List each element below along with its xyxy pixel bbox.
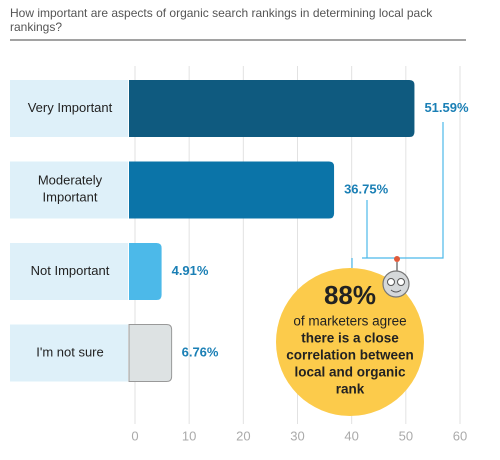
bar bbox=[128, 324, 173, 382]
category-label: Not Important bbox=[31, 263, 110, 278]
callout-text: there is a close bbox=[301, 331, 399, 346]
x-tick-label: 30 bbox=[290, 428, 304, 443]
callout-circle bbox=[276, 268, 424, 416]
category-label: I'm not sure bbox=[36, 344, 104, 359]
category-label: Very Important bbox=[28, 100, 113, 115]
category-box bbox=[10, 80, 128, 137]
x-tick-label: 0 bbox=[131, 428, 138, 443]
category-box bbox=[10, 161, 128, 219]
value-label: 6.76% bbox=[182, 344, 219, 359]
callout-text: of marketers agree bbox=[293, 314, 406, 329]
callout-headline: 88% bbox=[324, 280, 376, 310]
category-box bbox=[10, 324, 128, 382]
x-tick-label: 60 bbox=[453, 428, 467, 443]
callout-text: local and organic bbox=[294, 365, 406, 380]
value-label: 51.59% bbox=[424, 100, 469, 115]
x-tick-label: 50 bbox=[399, 428, 413, 443]
category-label: Moderately Important bbox=[38, 173, 103, 205]
bar bbox=[129, 161, 335, 219]
value-label: 36.75% bbox=[344, 181, 389, 196]
x-tick-label: 40 bbox=[344, 428, 358, 443]
x-tick-label: 20 bbox=[236, 428, 250, 443]
bar bbox=[129, 243, 162, 300]
robot-icon bbox=[382, 256, 410, 298]
value-label: 4.91% bbox=[172, 263, 209, 278]
callout-text: correlation between bbox=[286, 348, 414, 363]
category-box bbox=[10, 243, 128, 300]
connectors bbox=[351, 122, 444, 268]
callout-text: rank bbox=[336, 382, 365, 397]
bar bbox=[129, 80, 415, 137]
connector bbox=[362, 122, 444, 259]
x-tick-label: 10 bbox=[182, 428, 196, 443]
chart-title: How important are aspects of organic sea… bbox=[10, 6, 433, 34]
